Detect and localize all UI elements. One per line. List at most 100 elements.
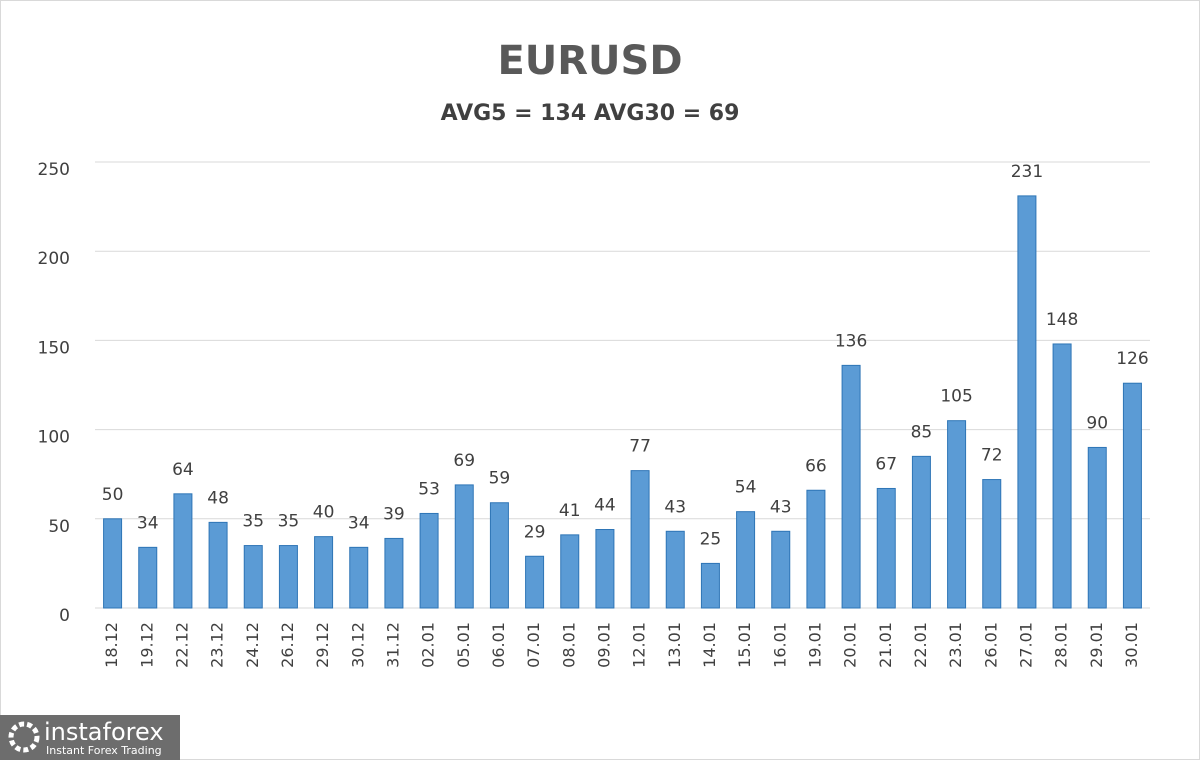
bar xyxy=(419,512,439,609)
bar xyxy=(947,420,967,609)
value-label: 64 xyxy=(172,460,194,480)
value-label: 105 xyxy=(940,387,972,407)
bar xyxy=(911,455,931,609)
value-label: 48 xyxy=(207,488,229,508)
bar xyxy=(841,364,861,609)
value-label: 72 xyxy=(981,446,1003,466)
value-label: 43 xyxy=(770,497,792,517)
x-tick-label: 26.12 xyxy=(278,622,297,668)
bar xyxy=(138,546,158,609)
x-tick-label: 21.01 xyxy=(876,622,895,668)
chart-title: EURUSD xyxy=(497,38,682,84)
bar xyxy=(489,502,509,609)
x-tick-label: 09.01 xyxy=(594,622,613,668)
x-tick-label: 18.12 xyxy=(102,622,121,668)
value-label: 44 xyxy=(594,496,616,516)
value-label: 148 xyxy=(1046,310,1078,330)
x-tick-label: 29.12 xyxy=(313,622,332,668)
chart-subtitle: AVG5 = 134 AVG30 = 69 xyxy=(441,101,740,126)
value-label: 34 xyxy=(348,513,370,533)
value-label: 136 xyxy=(835,331,867,351)
bar xyxy=(630,470,650,609)
value-label: 85 xyxy=(911,422,933,442)
x-tick-label: 26.01 xyxy=(981,622,1000,668)
x-tick-label: 30.01 xyxy=(1122,622,1141,668)
x-tick-label: 06.01 xyxy=(489,622,508,668)
x-tick-label: 19.12 xyxy=(137,622,156,668)
x-tick-label: 22.12 xyxy=(172,622,191,668)
x-tick-label: 16.01 xyxy=(770,622,789,668)
bar xyxy=(1122,382,1142,609)
bar xyxy=(665,530,685,609)
x-tick-label: 15.01 xyxy=(735,622,754,668)
bar xyxy=(806,489,826,609)
value-label: 54 xyxy=(735,478,757,498)
bar xyxy=(208,521,228,609)
value-label: 67 xyxy=(875,454,897,474)
value-label: 59 xyxy=(489,469,511,489)
value-label: 43 xyxy=(664,497,686,517)
value-label: 29 xyxy=(524,522,546,542)
bar xyxy=(1087,446,1107,609)
y-tick-label: 200 xyxy=(38,249,70,269)
bar xyxy=(876,487,896,609)
bar xyxy=(595,529,615,609)
x-tick-label: 19.01 xyxy=(805,622,824,668)
y-tick-label: 150 xyxy=(38,338,70,358)
value-label: 66 xyxy=(805,456,827,476)
x-tick-label: 08.01 xyxy=(559,622,578,668)
x-tick-label: 28.01 xyxy=(1052,622,1071,668)
x-tick-label: 05.01 xyxy=(454,622,473,668)
x-tick-label: 12.01 xyxy=(630,622,649,668)
y-tick-label: 0 xyxy=(59,606,70,626)
x-tick-label: 27.01 xyxy=(1016,622,1035,668)
watermark-brand: instaforex xyxy=(44,718,164,746)
value-label: 53 xyxy=(418,479,440,499)
x-tick-label: 23.12 xyxy=(208,622,227,668)
watermark-tagline: Instant Forex Trading xyxy=(46,744,162,757)
value-label: 40 xyxy=(313,503,335,523)
value-label: 35 xyxy=(278,512,300,532)
y-tick-label: 100 xyxy=(38,428,70,448)
value-label: 69 xyxy=(453,451,475,471)
bar xyxy=(349,546,369,609)
bar xyxy=(1052,343,1072,609)
x-tick-label: 30.12 xyxy=(348,622,367,668)
value-label: 90 xyxy=(1086,413,1108,433)
y-tick-label: 250 xyxy=(38,160,70,180)
bar xyxy=(1017,195,1037,609)
value-label: 41 xyxy=(559,501,581,521)
x-tick-label: 07.01 xyxy=(524,622,543,668)
x-tick-label: 24.12 xyxy=(243,622,262,668)
y-tick-label: 50 xyxy=(48,517,70,537)
value-label: 231 xyxy=(1011,162,1043,182)
x-tick-label: 29.01 xyxy=(1087,622,1106,668)
bar xyxy=(771,530,791,609)
bar xyxy=(314,536,334,609)
x-tick-label: 02.01 xyxy=(419,622,438,668)
value-label: 39 xyxy=(383,504,405,524)
x-tick-label: 31.12 xyxy=(383,622,402,668)
bar xyxy=(700,562,720,609)
bar xyxy=(560,534,580,609)
bar xyxy=(243,545,263,609)
value-label: 50 xyxy=(102,485,124,505)
value-label: 25 xyxy=(700,529,722,549)
bar xyxy=(982,479,1002,609)
x-tick-label: 13.01 xyxy=(665,622,684,668)
watermark: instaforex Instant Forex Trading xyxy=(0,715,180,760)
bar xyxy=(103,518,123,609)
bar xyxy=(278,545,298,609)
bar xyxy=(525,555,545,609)
x-tick-label: 23.01 xyxy=(946,622,965,668)
bar xyxy=(454,484,474,609)
x-tick-label: 14.01 xyxy=(700,622,719,668)
value-label: 35 xyxy=(242,512,264,532)
x-tick-label: 20.01 xyxy=(841,622,860,668)
x-tick-label: 22.01 xyxy=(911,622,930,668)
value-label: 34 xyxy=(137,513,159,533)
bar xyxy=(384,537,404,609)
